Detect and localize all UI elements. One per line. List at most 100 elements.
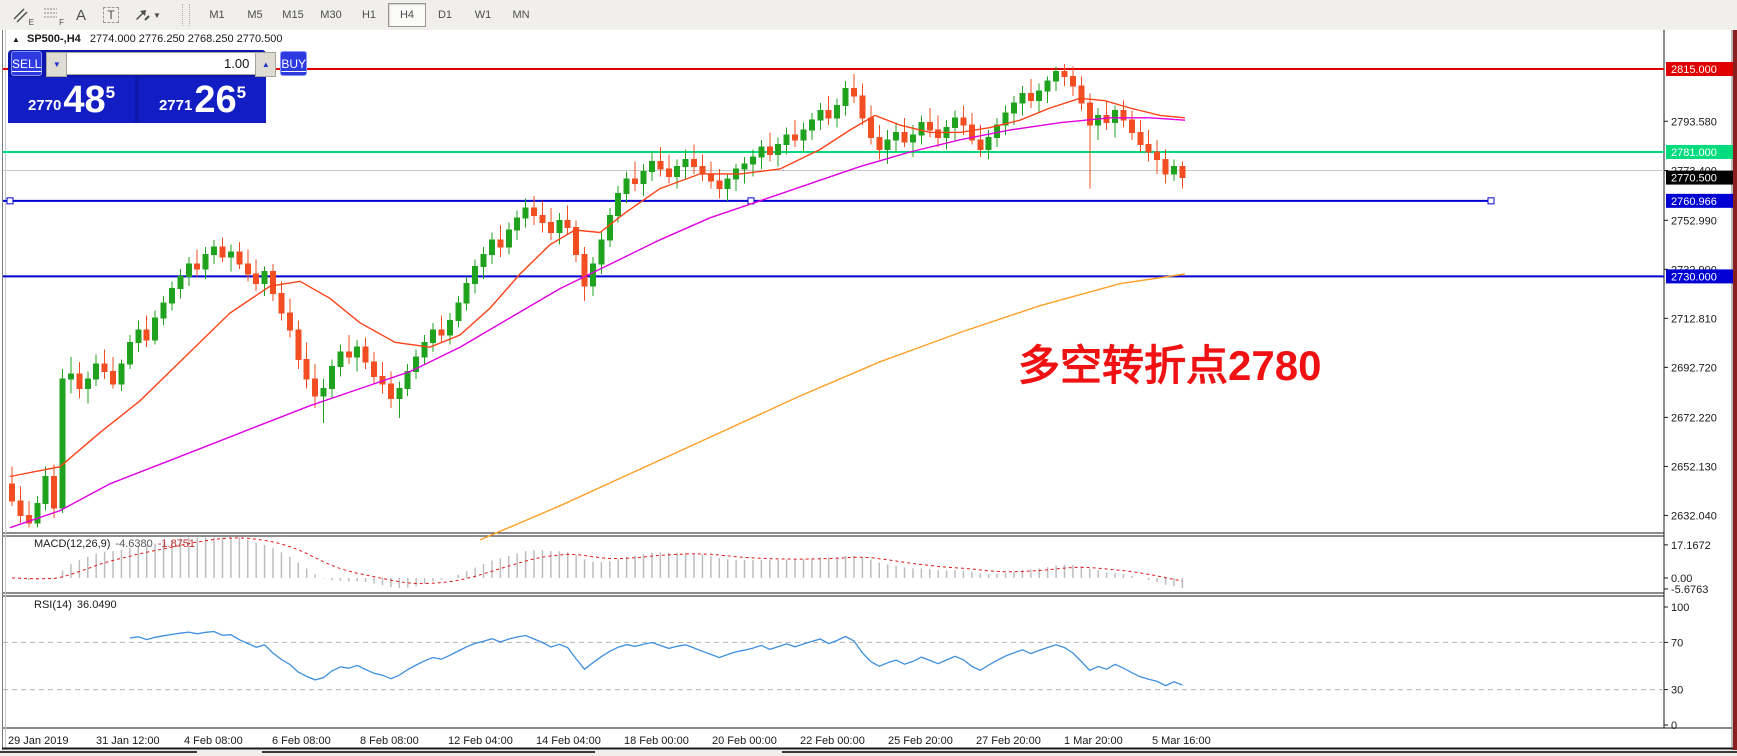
text-tool-icon[interactable]: A [68, 3, 94, 27]
price-tick: 2712.810 [1671, 313, 1717, 325]
hline-handle[interactable] [6, 197, 14, 205]
rsi-value: 36.0490 [76, 599, 117, 611]
rsi-axis-tick: 70 [1671, 637, 1683, 649]
chart-annotation: 多空转折点2780 [1018, 342, 1321, 389]
arrows-tool-icon[interactable]: ▼ [128, 3, 166, 27]
macd-signal-value: -1.8751 [157, 538, 196, 550]
arrows-glyph [136, 10, 150, 21]
timeframe-button-w1[interactable]: W1 [474, 9, 492, 21]
time-axis-label: 4 Feb 08:00 [184, 735, 243, 747]
symbol-ohlc-values: 2774.000 2776.250 2768.250 2770.500 [89, 33, 283, 45]
buy-button[interactable]: BUY [280, 51, 308, 76]
timeframe-button-m15[interactable]: M15 [282, 9, 304, 21]
symbol-header[interactable]: ▲ SP500-,H4 2774.000 2776.250 2768.250 2… [12, 33, 283, 45]
time-axis-label: 25 Feb 20:00 [888, 735, 953, 747]
time-axis-label: 18 Feb 00:00 [624, 735, 689, 747]
macd-indicator: 17.1672 0.00-5.6763 [11, 537, 1711, 596]
buy-price-sup: 5 [236, 83, 247, 102]
volume-decrease-button[interactable]: ▼ [46, 52, 68, 77]
rsi-title: RSI(14) [34, 599, 72, 611]
macd-title: MACD(12,26,9) [34, 538, 111, 550]
fibonacci-glyph [44, 8, 57, 18]
window-frame-edge [1733, 30, 1737, 750]
rsi-label: RSI(14) 36.0490 [34, 599, 117, 611]
volume-input[interactable] [67, 52, 256, 75]
sell-price-display[interactable]: 2770 48 5 [8, 77, 135, 123]
price-scale: 2793.580 2752.990 2712.810 2692.720 2672.220… [1664, 62, 1734, 522]
rsi-axis-tick: 0 [1671, 720, 1677, 732]
collapse-panel-icon[interactable]: ▲ [12, 35, 20, 44]
price-tick: 2672.220 [1671, 412, 1717, 424]
tool-sub-letter: E [28, 18, 34, 27]
time-axis-label: 5 Mar 16:00 [1152, 735, 1211, 747]
price-label-2815.000: 2815.000 [1671, 64, 1717, 76]
time-axis-label: 8 Feb 08:00 [360, 735, 419, 747]
toolbar: E F A T ▼ M1 M5 M15 M30 H1 H4 D1 W1 MN [0, 0, 1737, 31]
price-label-2781.000: 2781.000 [1671, 147, 1717, 159]
toolbar-grip[interactable] [182, 4, 190, 26]
macd-axis-tick: 0.00 [1671, 573, 1692, 585]
buy-price-small: 2771 [158, 96, 193, 114]
macd-main-value: -4.6380 [115, 538, 153, 550]
price-label-2770.500: 2770.500 [1671, 173, 1717, 185]
timeframe-button-h1[interactable]: H1 [361, 9, 377, 21]
horizontal-level-lines[interactable] [3, 68, 1664, 278]
ma-medium [9, 117, 1186, 529]
hline-handle[interactable] [1487, 197, 1495, 205]
buy-price-big: 26 [194, 79, 237, 121]
price-tick: 2632.040 [1671, 510, 1717, 522]
buy-price-display[interactable]: 2771 26 5 [139, 77, 266, 123]
text-label-icon[interactable]: T [98, 3, 124, 27]
timeframe-button-m5[interactable]: M5 [247, 9, 263, 21]
macd-axis-tick: 17.1672 [1671, 540, 1711, 552]
time-axis-label: 6 Feb 08:00 [272, 735, 331, 747]
time-axis-label: 22 Feb 00:00 [800, 735, 865, 747]
fibonacci-icon[interactable]: F [38, 3, 64, 27]
time-axis-label: 31 Jan 12:00 [96, 735, 160, 747]
timeframe-button-m1[interactable]: M1 [209, 9, 225, 21]
timeframe-button-mn[interactable]: MN [512, 9, 530, 21]
sell-price-sup: 5 [105, 83, 116, 102]
rsi-axis-tick: 100 [1671, 602, 1689, 614]
sell-price-big: 48 [63, 79, 106, 121]
time-axis-label: 27 Feb 20:00 [976, 735, 1041, 747]
macd-axis-tick: -5.6763 [1671, 584, 1708, 596]
timeframe-button-h4[interactable]: H4 [388, 3, 426, 27]
one-click-trade-panel: SELL ▼ ▲ BUY 2770 48 5 2771 26 5 [8, 50, 308, 123]
chart-canvas[interactable]: 多空转折点2780 2793.580 2752.990 2712.810 2692.72… [0, 30, 1737, 750]
tool-sub-letter: F [59, 18, 64, 27]
time-axis-label: 1 Mar 20:00 [1064, 735, 1123, 747]
time-axis-label: 14 Feb 04:00 [536, 735, 601, 747]
rsi-line [129, 630, 1183, 687]
price-tick: 2692.720 [1671, 362, 1717, 374]
symbol-name: SP500-,H4 [26, 33, 81, 45]
time-axis[interactable]: 29 Jan 2019 31 Jan 12:00 4 Feb 08:00 6 Feb … [8, 735, 1211, 747]
candlestick-series [9, 64, 1186, 528]
chevron-down-icon: ▼ [153, 10, 161, 20]
rsi-indicator: 100 70 30 0 [3, 602, 1689, 732]
panel-borders [2, 30, 1737, 750]
macd-label: MACD(12,26,9) -4.6380 -1.8751 [34, 538, 195, 550]
time-axis-label: 29 Jan 2019 [8, 735, 69, 747]
timeframe-button-m30[interactable]: M30 [320, 9, 342, 21]
timeframe-button-d1[interactable]: D1 [437, 9, 453, 21]
moving-averages [9, 97, 1186, 541]
volume-increase-button[interactable]: ▲ [255, 52, 277, 77]
text-tool-letter: A [75, 6, 86, 24]
price-tick: 2793.580 [1671, 116, 1717, 128]
price-label-2730.000: 2730.000 [1671, 271, 1717, 283]
price-tick: 2752.990 [1671, 215, 1717, 227]
time-axis-label: 12 Feb 04:00 [448, 735, 513, 747]
equidistant-channel-icon[interactable]: E [8, 3, 34, 27]
text-label-letter: T [103, 7, 119, 23]
sell-button[interactable]: SELL [11, 51, 43, 76]
time-axis-label: 20 Feb 00:00 [712, 735, 777, 747]
macd-signal-line [11, 537, 1183, 585]
rsi-axis-tick: 30 [1671, 685, 1683, 697]
bottom-window-edge [0, 750, 1737, 756]
ma-fast [9, 97, 1186, 478]
price-tick: 2652.130 [1671, 461, 1717, 473]
equidistant-channel-glyph [13, 8, 28, 23]
timeframe-toolbar: M1 M5 M15 M30 H1 H4 D1 W1 MN [198, 3, 540, 27]
ma-slow [479, 273, 1186, 541]
